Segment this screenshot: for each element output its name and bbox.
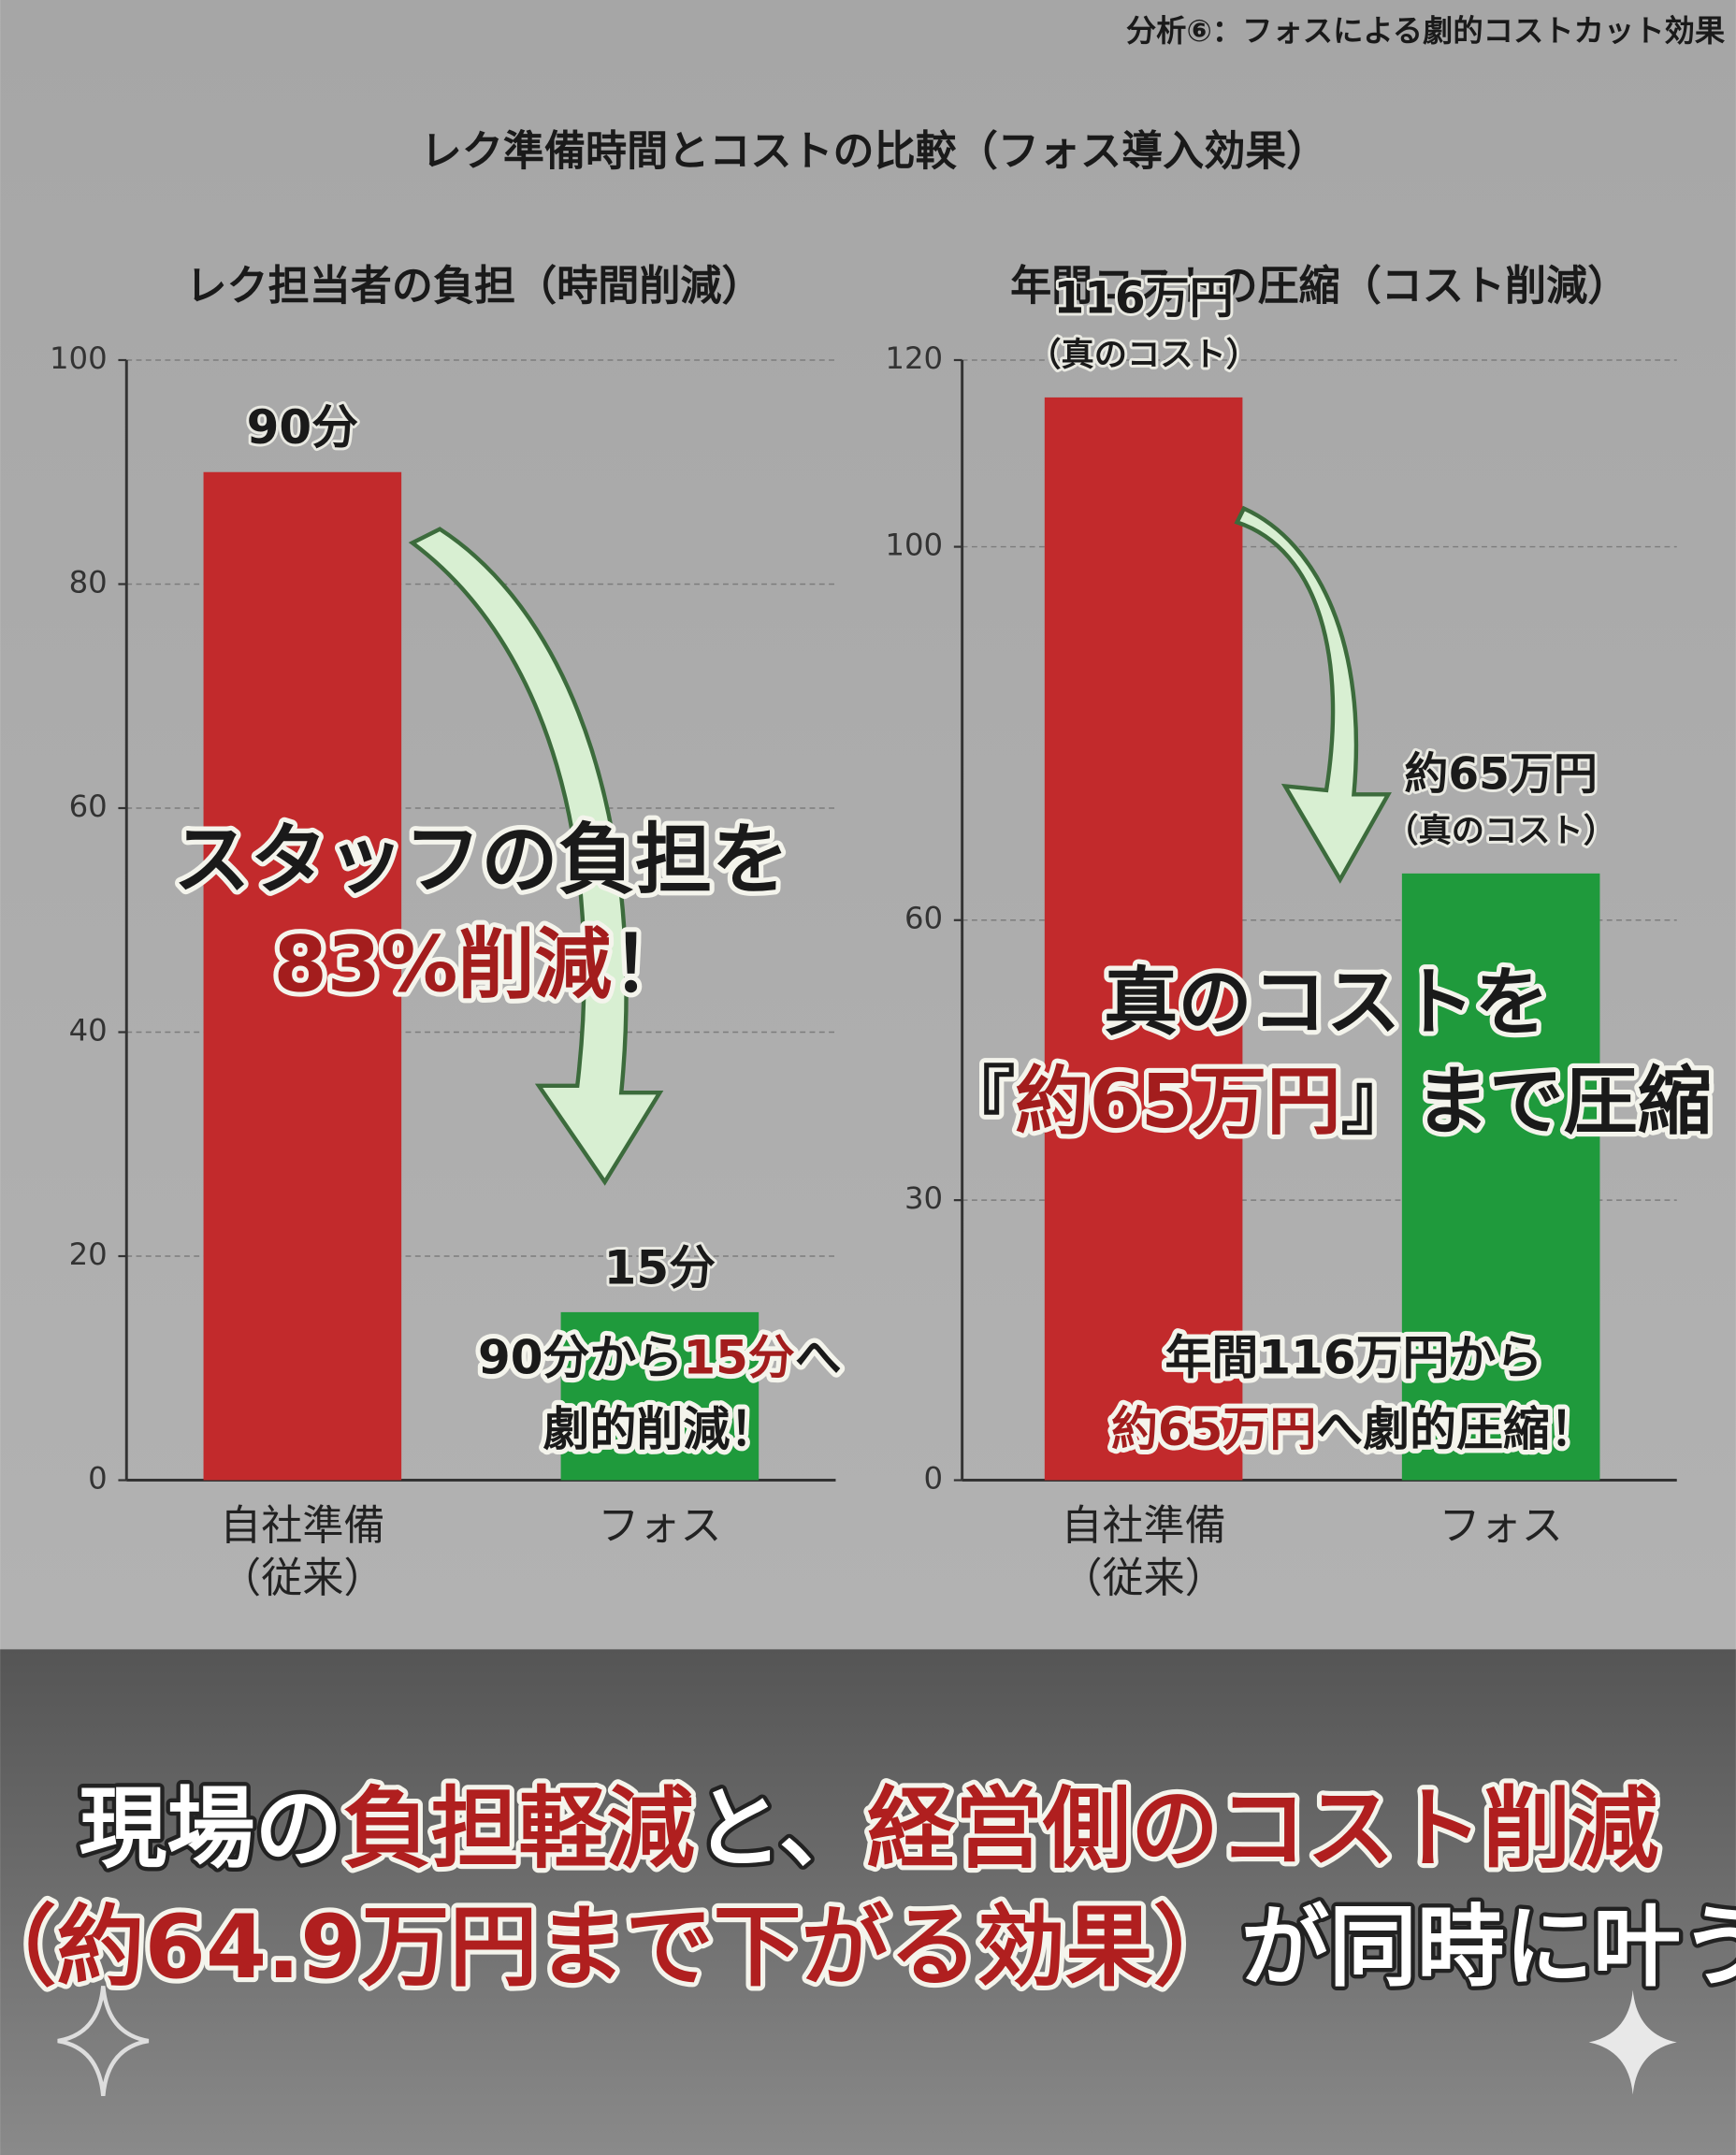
annotation-line: スタッフの負担を	[173, 817, 788, 905]
y-tick-label: 100	[50, 340, 108, 376]
annotation-segment: 約65万円	[1015, 1058, 1340, 1145]
annotation-line: 真のコストを	[1104, 959, 1549, 1046]
y-tick-label: 30	[904, 1180, 943, 1216]
y-tick-label: 0	[88, 1461, 108, 1497]
value-label: 約65万円	[1404, 749, 1597, 801]
x-tick-label: （従来）	[1061, 1555, 1225, 1602]
annotation-segment: 真のコストを	[1104, 959, 1549, 1046]
chart-title: 年間コストの圧縮（コスト削減）	[1010, 263, 1628, 311]
sparkle	[57, 1986, 150, 2097]
annotation-segment: 年間116万円から	[1165, 1330, 1542, 1384]
annotation-segment: 『	[941, 1058, 1015, 1145]
annotation-segment: 経営側のコスト削減	[867, 1779, 1658, 1881]
y-tick-label: 60	[904, 901, 943, 936]
x-tick-label: 自社準備	[220, 1502, 384, 1550]
value-note: （真のコスト）	[1385, 812, 1616, 850]
arrow	[1234, 505, 1392, 884]
annotation-line: 劇的削減！	[543, 1402, 777, 1456]
annotation-segment: 負担軽減	[342, 1779, 694, 1881]
annotations: スタッフの負担を83%削減！90分から15分へ劇的削減！真のコストを『約65万円…	[0, 812, 1736, 2003]
annotation-segment: スタッフの負担を	[173, 817, 788, 905]
value-label: 90分	[247, 400, 358, 455]
y-tick-label: 80	[69, 564, 108, 600]
annotation-segment: ！	[612, 921, 688, 1010]
annotation-line: 年間116万円から	[1165, 1330, 1542, 1384]
annotation-segment: へ劇的圧縮！	[1316, 1402, 1597, 1456]
annotation-segment: 90分から	[478, 1330, 683, 1384]
bar	[560, 1311, 760, 1481]
annotation-segment: と、	[695, 1779, 867, 1881]
annotation-segment: 83%削減	[274, 921, 612, 1010]
footer-band	[0, 1649, 1736, 2155]
annotation-segment: が同時に叶う	[1241, 1897, 1736, 1999]
y-tick-label: 100	[885, 528, 943, 563]
annotation-segment: 15分	[683, 1330, 794, 1384]
annotation-segment: 約65万円	[1111, 1402, 1316, 1456]
value-label: 116万円	[1054, 273, 1234, 325]
annotation-line: 90分から15分へ	[478, 1330, 842, 1384]
chart-title: レク担当者の負担（時間削減）	[185, 263, 762, 311]
annotation-line: 約65万円へ劇的圧縮！	[1111, 1402, 1597, 1456]
annotation-segment: 』まで圧縮	[1341, 1058, 1713, 1145]
annotation-line: 『約65万円』まで圧縮	[941, 1058, 1712, 1145]
annotation-segment: （約64.9万円まで下がる効果）	[0, 1897, 1241, 1999]
annotation-line: 83%削減！	[274, 921, 689, 1010]
y-tick-label: 0	[924, 1461, 944, 1497]
annotation-line: 現場の負担軽減と、経営側のコスト削減	[79, 1779, 1658, 1881]
arrow	[408, 527, 664, 1186]
header: 分析⑥：フォスによる劇的コストカット効果	[1126, 13, 1726, 49]
bar	[1044, 397, 1243, 1481]
x-tick-label: フォス	[1439, 1502, 1563, 1550]
bar	[1401, 873, 1600, 1481]
x-tick-label: 自社準備	[1061, 1502, 1225, 1550]
annotation-segment: 劇的削減！	[543, 1402, 777, 1456]
annotation-line: （約64.9万円まで下がる効果）が同時に叶う	[0, 1897, 1736, 1999]
y-tick-label: 40	[69, 1013, 108, 1049]
value-label: 15分	[604, 1240, 716, 1294]
y-tick-label: 20	[69, 1237, 108, 1272]
annotation-segment: 現場の	[79, 1779, 342, 1881]
annotation-segment: へ	[795, 1330, 842, 1384]
y-tick-label: 120	[885, 340, 943, 376]
x-tick-label: （従来）	[220, 1555, 384, 1602]
sparkle	[1588, 1989, 1677, 2095]
value-note: （真のコスト）	[1028, 336, 1259, 374]
main-title: レク準備時間とコストの比較（フォス導入効果）	[421, 128, 1328, 176]
x-tick-label: フォス	[598, 1502, 721, 1550]
bar	[203, 471, 402, 1481]
y-tick-label: 60	[69, 788, 108, 824]
